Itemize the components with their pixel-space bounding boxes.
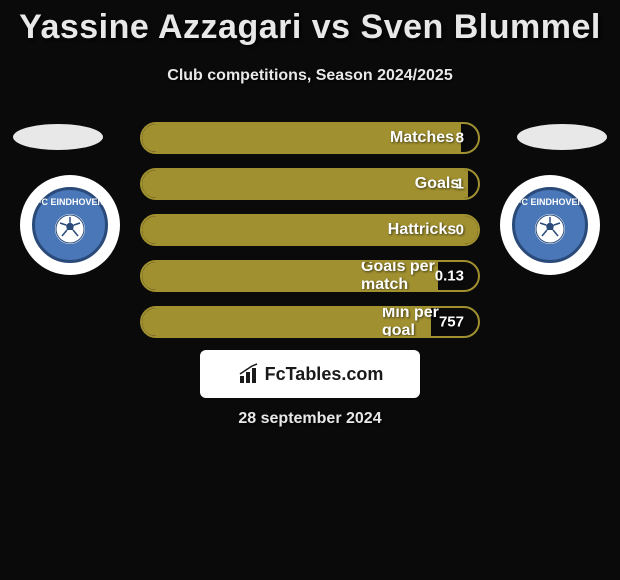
- soccer-ball-icon: [55, 214, 85, 244]
- comparison-title: Yassine Azzagari vs Sven Blummel: [0, 0, 620, 47]
- fctables-logo: FcTables.com: [200, 350, 420, 398]
- stat-bar: Hattricks0: [140, 214, 480, 246]
- stat-label: Goals: [415, 175, 459, 193]
- stat-bar: Matches8: [140, 122, 480, 154]
- stat-value: 0: [456, 222, 464, 239]
- stat-label: Matches: [390, 129, 454, 147]
- stat-value: 757: [439, 314, 464, 331]
- player-ellipse-left: [13, 124, 103, 150]
- stat-value: 1: [456, 176, 464, 193]
- club-badge-left: FC EINDHOVEN: [20, 175, 120, 275]
- comparison-subtitle: Club competitions, Season 2024/2025: [0, 67, 620, 85]
- stat-value: 8: [456, 130, 464, 147]
- club-badge-right: FC EINDHOVEN: [500, 175, 600, 275]
- stat-value: 0.13: [435, 268, 464, 285]
- chart-icon: [237, 362, 261, 386]
- stat-bar: Goals1: [140, 168, 480, 200]
- soccer-ball-icon: [535, 214, 565, 244]
- comparison-date: 28 september 2024: [0, 410, 620, 428]
- logo-text: FcTables.com: [265, 364, 384, 385]
- stats-container: Matches8Goals1Hattricks0Goals per match0…: [140, 122, 480, 352]
- badge-text-left: FC EINDHOVEN: [36, 198, 104, 207]
- player-ellipse-right: [517, 124, 607, 150]
- stat-bar: Goals per match0.13: [140, 260, 480, 292]
- badge-text-right: FC EINDHOVEN: [516, 198, 584, 207]
- stat-label: Hattricks: [388, 221, 456, 239]
- stat-bar: Min per goal757: [140, 306, 480, 338]
- stat-label: Min per goal: [382, 306, 446, 338]
- stat-label: Goals per match: [361, 260, 439, 292]
